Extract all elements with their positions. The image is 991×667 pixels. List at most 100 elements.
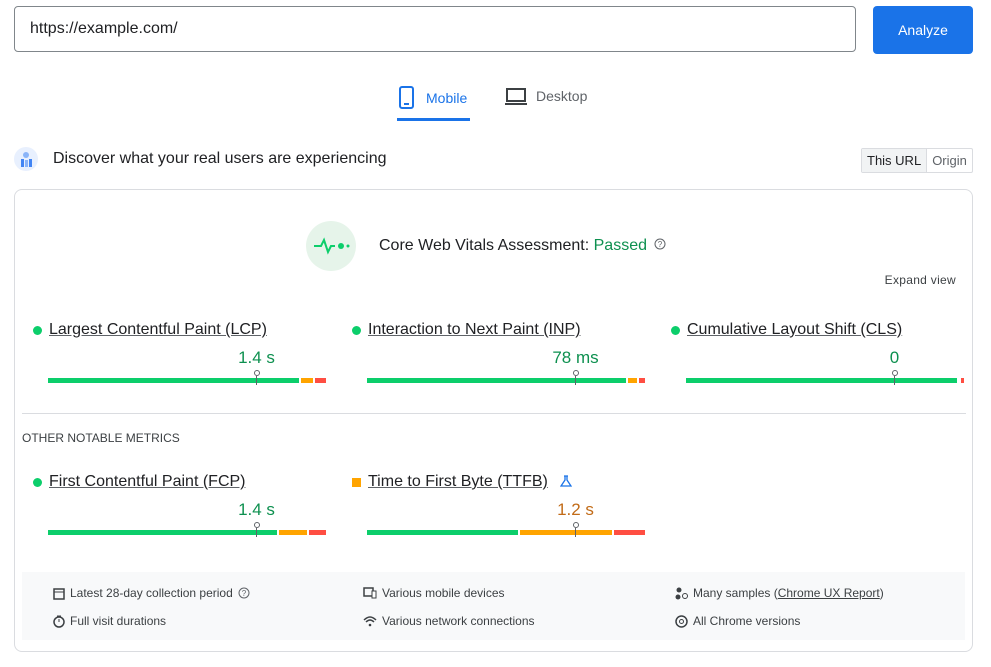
footer-item: Full visit durations <box>53 614 166 628</box>
metric: Time to First Byte (TTFB) 1.2 s <box>352 473 652 542</box>
tab-underline <box>397 118 470 121</box>
distribution-bar <box>48 530 326 535</box>
distribution-segment <box>48 378 301 383</box>
mobile-icon <box>399 86 414 109</box>
distribution-segment <box>314 378 326 383</box>
assessment-status: Passed <box>593 237 647 254</box>
metric-name[interactable]: Interaction to Next Paint (INP) <box>368 321 581 338</box>
status-dot <box>33 478 42 487</box>
desktop-icon <box>505 88 527 105</box>
other-heading: OTHER NOTABLE METRICS <box>22 431 180 445</box>
text: ) <box>879 586 884 600</box>
tab-mobile[interactable]: Mobile <box>397 86 467 110</box>
footer-text: Many samples (Chrome UX Report) <box>693 586 884 600</box>
metric-name[interactable]: Time to First Byte (TTFB) <box>368 473 548 490</box>
svg-text:?: ? <box>658 240 663 249</box>
p75-line <box>575 376 576 385</box>
metric: First Contentful Paint (FCP) 1.4 s <box>33 473 333 542</box>
p75-marker <box>572 370 579 376</box>
analyze-button[interactable]: Analyze <box>873 6 973 54</box>
expand-view[interactable]: Expand view <box>884 273 956 287</box>
tab-desktop[interactable]: Desktop <box>505 86 587 106</box>
metric: Cumulative Layout Shift (CLS) 0 <box>671 321 971 390</box>
divider <box>22 413 966 414</box>
users-icon <box>14 147 38 171</box>
distribution-bar <box>367 530 645 535</box>
experimental-icon <box>560 475 572 487</box>
metric-value: 0 <box>889 348 900 367</box>
metric-value: 1.4 s <box>238 348 275 367</box>
distribution-segment <box>278 530 310 535</box>
footer-item: Many samples (Chrome UX Report) <box>675 586 884 600</box>
footer-box <box>22 572 965 640</box>
distribution-segment <box>367 530 520 535</box>
distribution-bar <box>48 378 326 383</box>
p75-line <box>575 528 576 537</box>
timer-icon <box>53 615 65 628</box>
wifi-icon <box>363 616 377 627</box>
metric-value: 1.4 s <box>238 500 275 519</box>
svg-text:?: ? <box>242 589 247 598</box>
footer-text: Full visit durations <box>70 614 167 628</box>
distribution-segment <box>300 378 315 383</box>
distribution-segment <box>309 530 326 535</box>
assessment: Core Web Vitals Assessment: Passed ? <box>379 237 666 255</box>
distribution-segment <box>519 530 615 535</box>
status-dot <box>352 326 361 335</box>
footer-text: Latest 28-day collection period <box>70 586 233 600</box>
metric-name[interactable]: First Contentful Paint (FCP) <box>49 473 246 490</box>
status-dot <box>671 326 680 335</box>
p75-marker <box>253 522 260 528</box>
footer-text: Various mobile devices <box>382 586 505 600</box>
tab-label: Mobile <box>426 90 468 106</box>
distribution-segment <box>614 530 645 535</box>
distribution-segment <box>959 378 962 383</box>
tab-label: Desktop <box>536 88 588 104</box>
distribution-bar <box>367 378 645 383</box>
help-icon[interactable]: ? <box>238 587 250 599</box>
p75-marker <box>572 522 579 528</box>
metric-value: 1.2 s <box>557 500 594 519</box>
p75-line <box>256 528 257 537</box>
devices-icon <box>363 587 377 599</box>
metric: Largest Contentful Paint (LCP) 1.4 s <box>33 321 333 390</box>
status-dot <box>352 478 361 487</box>
distribution-segment <box>686 378 960 383</box>
distribution-bar <box>686 378 964 383</box>
distribution-segment <box>628 378 640 383</box>
chrome-icon <box>675 614 688 628</box>
assessment-icon <box>306 221 356 271</box>
metric-name[interactable]: Cumulative Layout Shift (CLS) <box>687 321 903 338</box>
help-icon[interactable]: ? <box>654 238 666 250</box>
link[interactable]: Chrome UX Report <box>777 586 880 600</box>
footer-item: Latest 28-day collection period ? <box>53 586 250 600</box>
footer-item: Various mobile devices <box>363 586 505 600</box>
status-dot <box>33 326 42 335</box>
footer-item: Various network connections <box>363 614 535 628</box>
toggle-option[interactable]: Origin <box>932 153 967 168</box>
p75-line <box>894 376 895 385</box>
scope-toggle: This URL Origin <box>861 148 973 173</box>
samples-icon <box>675 587 688 599</box>
distribution-segment <box>639 378 645 383</box>
footer-text: All Chrome versions <box>693 614 801 628</box>
calendar-icon <box>53 587 65 600</box>
p75-marker <box>253 370 260 376</box>
distribution-segment <box>961 378 964 383</box>
section-title: Discover what your real users are experi… <box>53 150 387 167</box>
url-input[interactable]: https://example.com/ <box>14 6 856 52</box>
card <box>14 189 973 652</box>
footer-item: All Chrome versions <box>675 614 800 628</box>
metric-name[interactable]: Largest Contentful Paint (LCP) <box>49 321 267 338</box>
toggle-option[interactable]: This URL <box>862 149 928 172</box>
distribution-segment <box>48 530 279 535</box>
p75-line <box>256 376 257 385</box>
distribution-segment <box>367 378 629 383</box>
metric-value: 78 ms <box>552 348 599 367</box>
text: Many samples ( <box>693 586 778 600</box>
p75-marker <box>891 370 898 376</box>
footer-text: Various network connections <box>382 614 535 628</box>
assessment-label: Core Web Vitals Assessment: <box>379 237 590 254</box>
metric: Interaction to Next Paint (INP) 78 ms <box>352 321 652 390</box>
